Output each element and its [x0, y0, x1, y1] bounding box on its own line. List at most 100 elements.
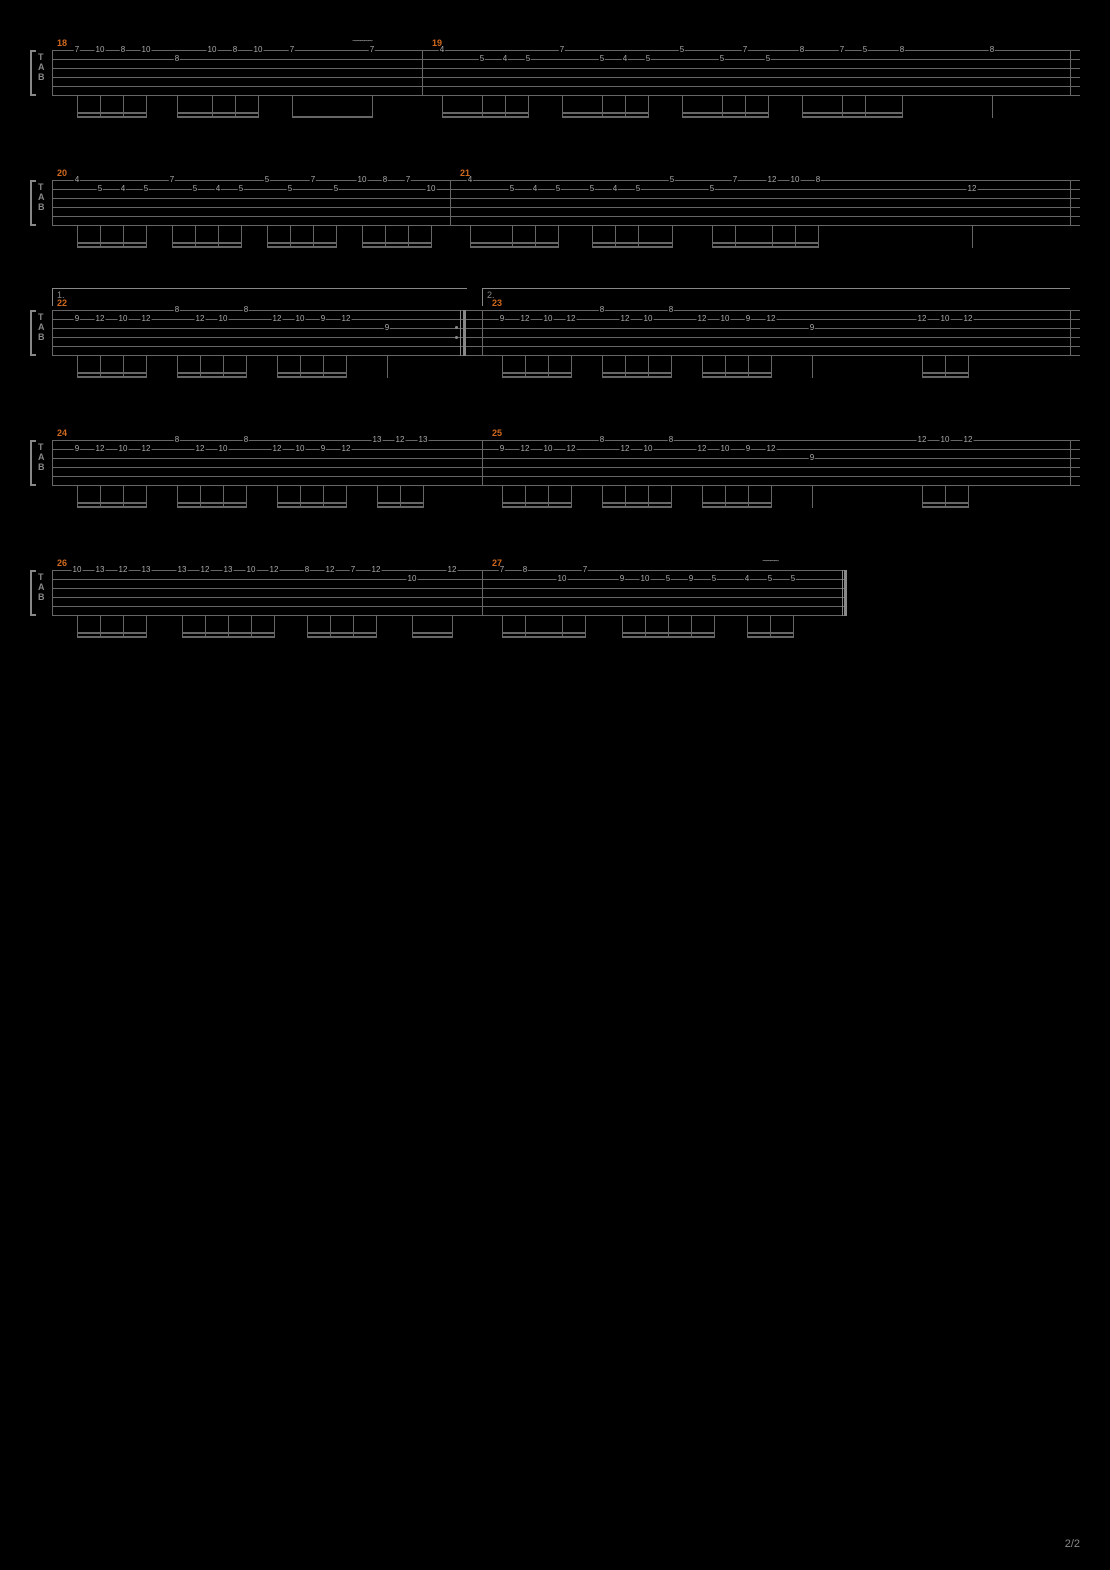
note-stem: [922, 356, 923, 378]
fret-number: 8: [989, 46, 995, 54]
beam: [177, 376, 247, 378]
system-bracket: [30, 570, 36, 616]
note-stem: [525, 486, 526, 508]
fret-number: 13: [223, 566, 234, 574]
note-stem: [691, 616, 692, 638]
note-stem: [408, 226, 409, 248]
fret-number: 9: [320, 445, 326, 453]
fret-number: 4: [74, 176, 80, 184]
note-stem: [548, 356, 549, 378]
note-stem: [123, 486, 124, 508]
fret-number: 12: [767, 176, 778, 184]
beam: [802, 116, 903, 118]
note-stem: [571, 356, 572, 378]
beam: [502, 372, 572, 374]
beam: [747, 636, 794, 638]
measure-number: 23: [492, 298, 502, 308]
note-stem: [274, 616, 275, 638]
beam: [562, 112, 649, 114]
fret-number: 8: [174, 436, 180, 444]
note-stem: [945, 486, 946, 508]
fret-number: 4: [744, 575, 750, 583]
beam: [77, 506, 147, 508]
barline: [482, 570, 483, 616]
string-line: [52, 328, 1080, 329]
fret-number: 12: [272, 445, 283, 453]
barline: [52, 310, 53, 356]
fret-number: 7: [369, 46, 375, 54]
note-stem: [290, 226, 291, 248]
note-stem: [865, 96, 866, 118]
fret-number: 12: [95, 445, 106, 453]
beam: [702, 502, 772, 504]
beam: [702, 506, 772, 508]
tab-clef: TAB: [38, 442, 45, 472]
beam: [502, 632, 586, 634]
string-line: [52, 207, 1080, 208]
fret-number: 7: [732, 176, 738, 184]
barline: [482, 310, 483, 356]
note-stem: [200, 356, 201, 378]
note-stem: [682, 96, 683, 118]
fret-number: 12: [447, 566, 458, 574]
note-stem: [812, 486, 813, 508]
fret-number: 4: [532, 185, 538, 193]
note-stem: [615, 226, 616, 248]
note-stem: [525, 356, 526, 378]
fret-number: 10: [207, 46, 218, 54]
note-stem: [307, 616, 308, 638]
string-line: [52, 588, 847, 589]
barline: [1070, 180, 1071, 226]
beam: [602, 376, 672, 378]
beam: [177, 506, 247, 508]
note-stem: [535, 226, 536, 248]
fret-number: 12: [566, 445, 577, 453]
note-stem: [668, 616, 669, 638]
fret-number: 5: [790, 575, 796, 583]
fret-number: 8: [243, 436, 249, 444]
note-stem: [802, 96, 803, 118]
note-stem: [353, 616, 354, 638]
note-stem: [251, 616, 252, 638]
note-stem: [200, 486, 201, 508]
fret-number: 8: [382, 176, 388, 184]
beam: [77, 116, 147, 118]
measure-number: 20: [57, 168, 67, 178]
beam: [502, 506, 572, 508]
barline: [450, 180, 451, 226]
note-stem: [562, 96, 563, 118]
note-stem: [922, 486, 923, 508]
beam: [712, 246, 819, 248]
note-stem: [625, 486, 626, 508]
note-stem: [972, 226, 973, 248]
fret-number: 7: [499, 566, 505, 574]
note-stem: [330, 616, 331, 638]
beam: [177, 116, 259, 118]
note-stem: [502, 486, 503, 508]
tab-sheet: TAB1819~~~~~7108108108107745457545557587…: [0, 0, 1110, 645]
note-stem: [336, 226, 337, 248]
note-stem: [241, 226, 242, 248]
tab-system: TAB2627~~~~10131213131213101281271210127…: [30, 570, 1080, 645]
note-stem: [945, 356, 946, 378]
fret-number: 9: [384, 324, 390, 332]
fret-number: 4: [622, 55, 628, 63]
note-stem: [558, 226, 559, 248]
beam: [77, 632, 147, 634]
beam: [712, 242, 819, 244]
fret-number: 12: [620, 315, 631, 323]
note-stem: [146, 356, 147, 378]
note-stem: [793, 616, 794, 638]
note-stem: [246, 486, 247, 508]
fret-number: 4: [215, 185, 221, 193]
note-stem: [768, 96, 769, 118]
fret-number: 12: [917, 436, 928, 444]
fret-number: 5: [767, 575, 773, 583]
fret-number: 10: [720, 445, 731, 453]
fret-number: 12: [341, 315, 352, 323]
tremolo-mark: ~~~~: [762, 556, 777, 567]
fret-number: 12: [566, 315, 577, 323]
fret-number: 4: [502, 55, 508, 63]
beam: [177, 372, 247, 374]
fret-number: 10: [95, 46, 106, 54]
